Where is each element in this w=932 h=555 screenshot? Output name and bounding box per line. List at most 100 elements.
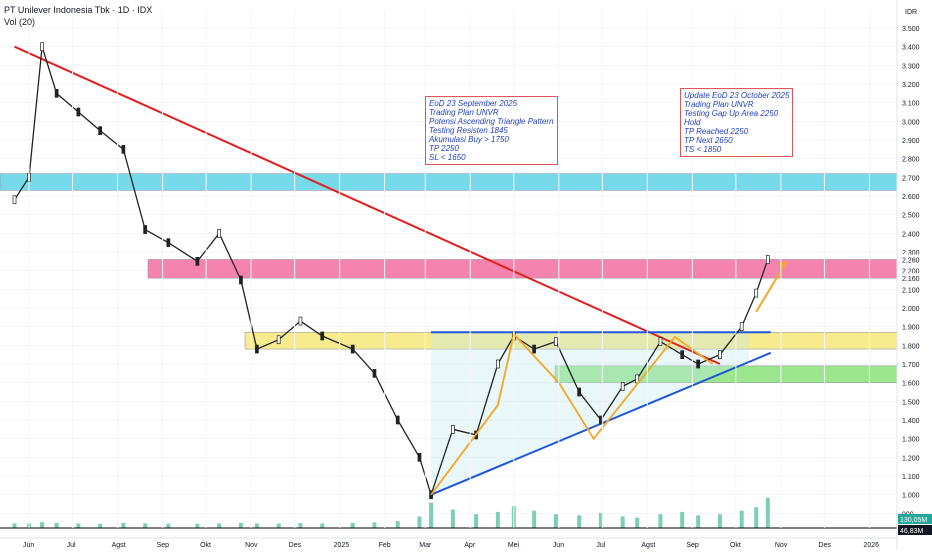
price-candle[interactable] [451,424,455,434]
price-candle[interactable] [696,359,701,369]
volume-bar [121,522,126,528]
volume-bar [717,514,722,528]
price-tick-label: 2.400 [902,231,920,238]
price-candle[interactable] [554,337,558,346]
price-tick-label: 2.100 [902,287,920,294]
price-tick-label: 1.300 [902,437,920,444]
volume-indicator-label[interactable]: Vol (20) [4,17,36,27]
price-candle[interactable] [121,144,126,154]
price-candle[interactable] [372,368,377,378]
volume-bar [765,498,770,528]
price-tick-label: 2.900 [902,138,920,145]
price-candle[interactable] [255,344,259,354]
time-tick-label: Sep [157,542,170,549]
price-candle[interactable] [195,256,200,266]
price-tick-label: 1.400 [902,418,920,425]
price-candle[interactable] [276,335,281,345]
time-tick-label: Jul [67,542,76,549]
price-candle[interactable] [532,344,536,354]
volume-bar [395,521,400,528]
note-line: Potensi Ascending Triangle Pattern [429,117,554,126]
price-tick-label: 3.300 [902,63,920,70]
note-line: SL < 1650 [429,153,466,162]
price-candle[interactable] [54,88,59,98]
volume-bar [474,514,479,528]
volume-badge-current [898,514,932,524]
volume-bar [620,516,625,528]
annotation-note-september[interactable]: EoD 23 September 2025 Trading Plan UNVR … [425,96,558,165]
target-arrow-line[interactable] [755,260,788,313]
volume-bar [577,515,582,528]
price-candle[interactable] [620,382,625,391]
price-candle[interactable] [765,255,770,264]
price-candle[interactable] [12,195,17,205]
price-candle[interactable] [754,288,759,298]
price-candle[interactable] [40,42,44,52]
price-candle[interactable] [143,225,147,234]
volume-bar [12,523,17,528]
price-candle[interactable] [417,452,422,462]
price-candle[interactable] [680,350,685,360]
highlight-price-tag [898,273,928,284]
volume-bar [532,510,537,528]
price-tick-label: 1.500 [902,399,920,406]
time-tick-label: Apr [464,542,476,549]
target-arrow-head [777,261,787,270]
price-candle[interactable] [320,331,325,341]
time-tick-label: Okt [730,542,741,549]
time-tick-label: Okt [200,542,211,549]
price-candle[interactable] [495,359,500,369]
volume-bar [350,522,355,528]
time-tick-label: Jul [596,542,605,549]
volume-bar [739,510,744,528]
volume-bar [98,523,103,528]
volume-bar [635,517,640,528]
volume-bar [417,516,422,528]
price-candle[interactable] [577,387,581,397]
price-candle[interactable] [239,275,243,285]
highlight-price-label: 2.160 [902,276,920,283]
note-line: Hold [684,118,701,127]
time-tick-label: Nov [245,542,258,549]
volume-bar [217,523,222,528]
volume-bar [598,513,603,528]
chart-title: PT Unilever Indonesia Tbk · 1D · IDX [4,5,153,15]
price-tick-label: 2.800 [902,157,920,164]
time-tick-label: Nov [775,542,788,549]
price-tick-label: 1.100 [902,474,920,481]
price-candle[interactable] [76,107,81,117]
volume-bar [238,522,243,528]
triangle-pattern-area [431,332,749,495]
volume-bar [372,522,377,528]
price-candle[interactable] [298,316,303,326]
price-candle[interactable] [350,344,355,354]
price-candle[interactable] [166,238,171,248]
currency-label: IDR [905,9,917,16]
price-zone[interactable] [0,173,898,191]
time-tick-label: Des [818,542,831,549]
price-tick-label: 2.600 [902,194,920,201]
note-line: Testing Resisten 1845 [429,126,508,135]
volume-bar [254,523,259,528]
price-candle[interactable] [718,350,722,360]
price-candle[interactable] [98,126,103,136]
price-candle[interactable] [395,415,400,425]
volume-bar [54,522,59,528]
annotation-note-october[interactable]: Update EoD 23 October 2025 Trading Plan … [680,88,794,157]
price-candle[interactable] [739,322,744,332]
time-tick-label: 2026 [863,542,879,549]
volume-bar [276,523,281,528]
price-candle[interactable] [217,228,222,238]
volume-bar [76,523,81,528]
price-tick-label: 3.200 [902,82,920,89]
volume-bar [143,523,148,528]
price-series-line[interactable] [13,46,769,497]
price-tick-label: 3.400 [902,45,920,52]
price-candle[interactable] [658,337,663,346]
volume-bar [696,515,701,528]
volume-bar [495,511,500,528]
highlight-price-label: 2.260 [902,257,920,264]
time-tick-label: Agst [112,542,126,549]
